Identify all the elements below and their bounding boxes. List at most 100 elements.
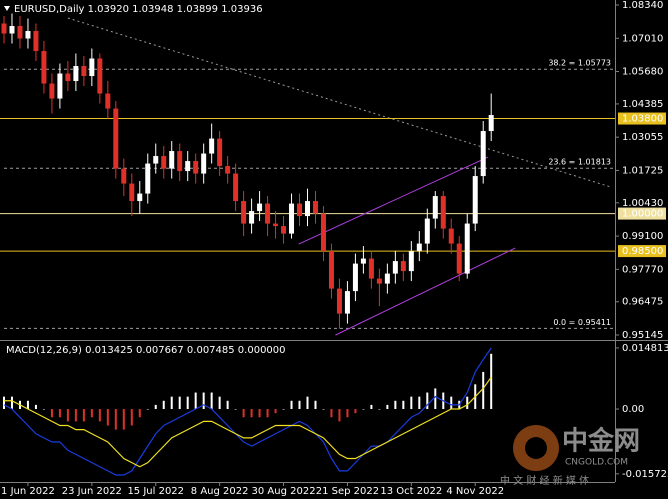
candle-body [33,31,39,52]
histogram-bar [122,409,125,430]
menu-triangle[interactable] [4,6,10,11]
histogram-bar [258,409,261,418]
y-tick-label: 1.08340 [622,0,663,11]
candle-body [400,261,406,272]
candle-body [97,58,103,94]
histogram-bar [50,409,53,418]
watermark-slogan: 中 文 财 经 新 媒 体 [500,474,589,487]
trend-line [298,156,489,245]
watermark-site: CNGOLD.COM [565,458,628,468]
trend-line [335,247,516,336]
y-tick-label: 0.99100 [622,231,663,242]
candle-body [472,176,478,224]
histogram-bar [210,392,213,410]
candle-body [312,201,318,214]
histogram-bar [434,388,437,410]
histogram-bar [266,409,269,418]
histogram-bar [26,400,29,410]
candle-body [193,161,199,174]
candle-body [376,278,382,284]
candle-body [25,31,31,39]
candle-body [360,258,366,264]
candle-body [65,73,71,82]
candle-body [169,151,175,169]
candle-body [121,168,127,184]
x-tick-label: 1 Jun 2022 [1,486,55,497]
candle-body [105,93,111,109]
histogram-bar [378,409,381,410]
candle-body [281,226,287,234]
histogram-bar [242,409,245,418]
candle-body [440,196,446,229]
candle-body [241,201,247,224]
candle-body [49,83,55,99]
candle-body [73,66,79,82]
histogram-bar [282,409,285,410]
candle-body [352,263,358,292]
candle-body [273,223,279,227]
candle-body [89,58,95,77]
histogram-bar [418,396,421,410]
candle-body [448,228,454,244]
candle-body [416,243,422,252]
level-box [618,112,666,125]
histogram-bar [194,392,197,410]
histogram-bar [106,409,109,426]
histogram-bar [146,409,149,410]
y-tick-label: 1.07010 [622,33,663,44]
candle-body [185,161,191,172]
x-tick-label: 13 Oct 2022 [380,486,442,497]
y-tick-label: -0.015723 [622,469,668,480]
candle-body [41,51,47,84]
histogram-bar [66,409,69,422]
histogram-bar [114,409,117,430]
histogram-bar [42,409,45,410]
fibo-label: 23.6 = 1.01813 [548,158,611,167]
histogram-bar [346,409,349,418]
histogram-bar [306,396,309,410]
macd-line [3,376,492,468]
histogram-bar [330,409,333,418]
chart-title: EURUSD,Daily 1.03920 1.03948 1.03899 1.0… [14,4,263,15]
histogram-bar [466,396,469,410]
candle-body [17,26,23,39]
histogram-bar [98,409,101,422]
y-tick-label: 1.04385 [622,99,663,110]
candle-body [137,193,143,202]
candle-body [424,218,430,244]
y-tick-label: 0.97770 [622,264,663,275]
candle-body [408,251,414,272]
y-tick-label: 1.03055 [622,132,663,143]
x-tick-label: 8 Aug 2022 [191,486,249,497]
histogram-bar [34,404,37,410]
histogram-bar [170,396,173,410]
x-tick-label: 21 Sep 2022 [316,486,379,497]
macd-title: MACD(12,26,9) 0.013425 0.007667 0.007485… [6,345,286,356]
histogram-bar [130,409,133,426]
watermark: 中金网 CNGOLD.COM 中 文 财 经 新 媒 体 [500,425,640,487]
histogram-bar [250,409,253,418]
macd-line [3,347,492,476]
histogram-bar [314,400,317,410]
histogram-bar [482,371,485,410]
candle-body [113,108,119,169]
histogram-bar [74,409,77,422]
histogram-bar [178,396,181,410]
histogram-bar [338,409,341,422]
candle-body [129,183,135,202]
candle-body [305,201,310,217]
y-tick-label: 1.05680 [622,67,663,78]
candle-body [384,273,390,284]
histogram-bar [274,409,277,414]
candle-body [233,173,239,202]
level-label: 0.98500 [622,246,663,257]
histogram-bar [226,400,229,410]
watermark-name: 中金网 [562,426,640,457]
candle-body [320,213,326,252]
y-tick-label: 1.00430 [622,198,663,209]
histogram-bar [402,400,405,410]
candle-body [265,203,271,224]
level-box [618,245,666,258]
y-tick-label: 1.01725 [622,165,663,176]
